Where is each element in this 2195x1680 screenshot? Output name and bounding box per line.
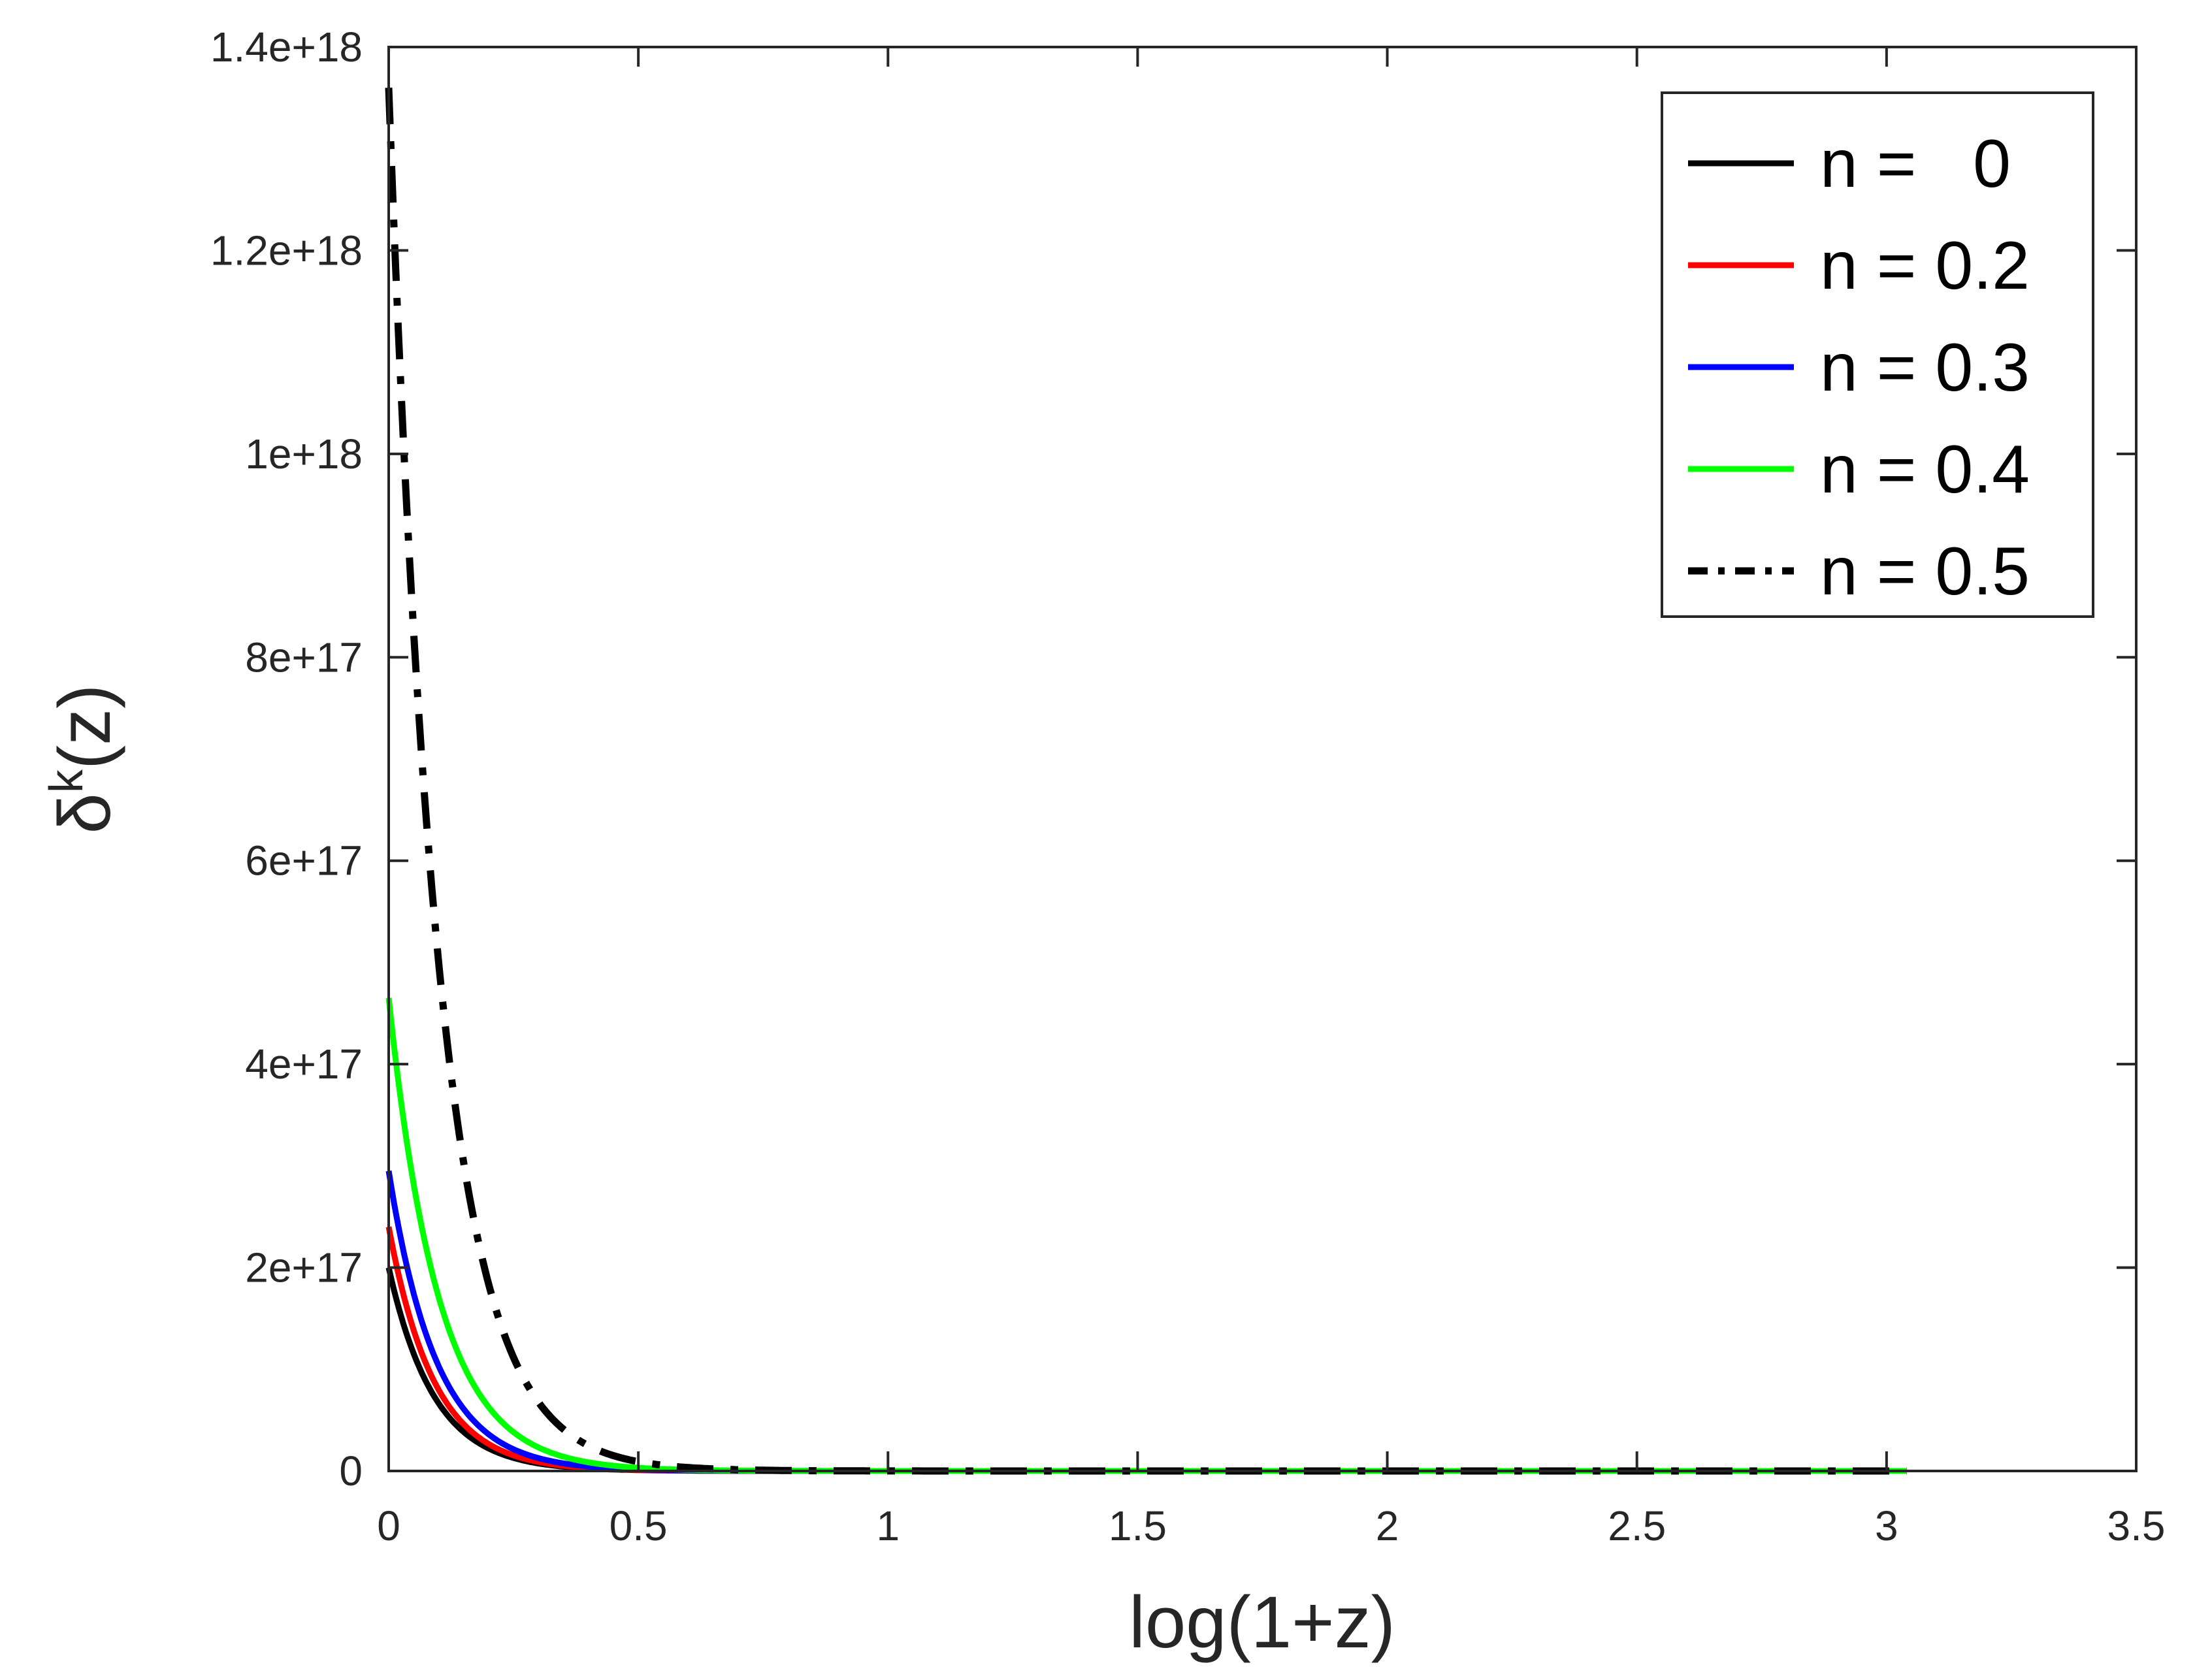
y-axis-label-superscript: k — [41, 769, 93, 793]
y-tick-label: 8e+17 — [245, 634, 363, 681]
x-tick-label: 0 — [377, 1502, 400, 1549]
y-tick-label: 1.4e+18 — [210, 24, 363, 71]
x-tick-label: 3 — [1875, 1502, 1898, 1549]
legend-label-3: n = 0.4 — [1820, 432, 2030, 508]
y-axis-label: δk(z) — [41, 685, 125, 834]
legend-label-2: n = 0.3 — [1820, 330, 2030, 406]
x-tick-label: 0.5 — [610, 1502, 668, 1549]
plot-frame — [387, 46, 2138, 1472]
x-axis-label: log(1+z) — [1129, 1581, 1395, 1663]
legend-label-0: n = 0 — [1820, 126, 2011, 202]
y-axis-label-base: δ — [44, 793, 125, 833]
x-tick-label: 1.5 — [1109, 1502, 1167, 1549]
x-tick-label: 2 — [1376, 1502, 1399, 1549]
y-tick-label: 2e+17 — [245, 1244, 363, 1291]
legend: n = 0 n = 0.2 n = 0.3 n = 0.4 n = 0.5 — [1661, 91, 2094, 618]
y-tick-label: 1e+18 — [245, 430, 363, 477]
x-tick-label: 2.5 — [1608, 1502, 1666, 1549]
legend-label-4: n = 0.5 — [1820, 534, 2030, 609]
y-axis-label-tail: (z) — [44, 685, 125, 770]
tick-layer: 0 0.5 1 1.5 2 2.5 3 3.5 0 2e+17 4e+17 6e+17 8e+17 1e+… — [210, 24, 2166, 1549]
legend-box — [1661, 91, 2094, 618]
legend-label-1: n = 0.2 — [1820, 228, 2030, 304]
x-tick-label: 1 — [876, 1502, 900, 1549]
y-tick-label: 1.2e+18 — [210, 227, 363, 274]
x-tick-label: 3.5 — [2107, 1502, 2166, 1549]
y-tick-label: 0 — [339, 1447, 363, 1494]
y-tick-label: 4e+17 — [245, 1041, 363, 1088]
y-tick-label: 6e+17 — [245, 837, 363, 884]
